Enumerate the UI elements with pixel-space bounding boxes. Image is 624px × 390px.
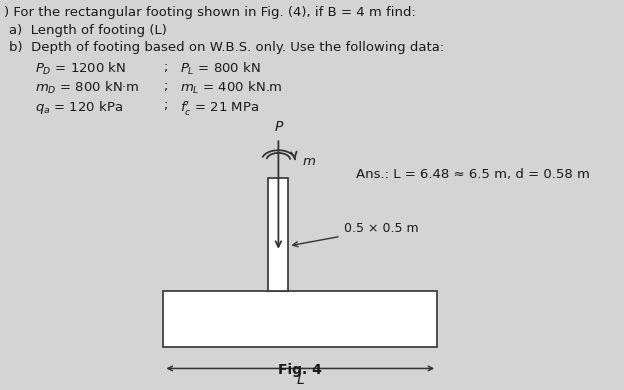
Text: P: P [274, 121, 283, 134]
Text: $m_L$ = 400 kN.m: $m_L$ = 400 kN.m [180, 80, 282, 96]
Text: Fig. 4: Fig. 4 [278, 363, 322, 378]
Text: ;: ; [163, 61, 168, 74]
Text: b)  Depth of footing based on W.B.S. only. Use the following data:: b) Depth of footing based on W.B.S. only… [9, 41, 444, 55]
Text: ) For the rectangular footing shown in Fig. (4), if B = 4 m find:: ) For the rectangular footing shown in F… [4, 6, 416, 19]
Text: $f_c^{\prime}$ = 21 MPa: $f_c^{\prime}$ = 21 MPa [180, 99, 259, 117]
Text: $q_a$ = 120 kPa: $q_a$ = 120 kPa [35, 99, 123, 116]
Text: $P_L$ = 800 kN: $P_L$ = 800 kN [180, 61, 261, 77]
Text: L: L [296, 373, 304, 387]
Text: m: m [302, 155, 315, 168]
Text: ;: ; [163, 80, 168, 93]
Text: ;: ; [163, 99, 168, 112]
Text: Ans.: L = 6.48 ≈ 6.5 m, d = 0.58 m: Ans.: L = 6.48 ≈ 6.5 m, d = 0.58 m [356, 168, 590, 181]
Bar [163, 291, 437, 347]
Text: $P_D$ = 1200 kN: $P_D$ = 1200 kN [35, 61, 126, 77]
Text: 0.5 × 0.5 m: 0.5 × 0.5 m [293, 222, 418, 247]
Bar [268, 178, 288, 291]
Text: $m_D$ = 800 kN·m: $m_D$ = 800 kN·m [35, 80, 139, 96]
Text: a)  Length of footing (L): a) Length of footing (L) [9, 24, 167, 37]
